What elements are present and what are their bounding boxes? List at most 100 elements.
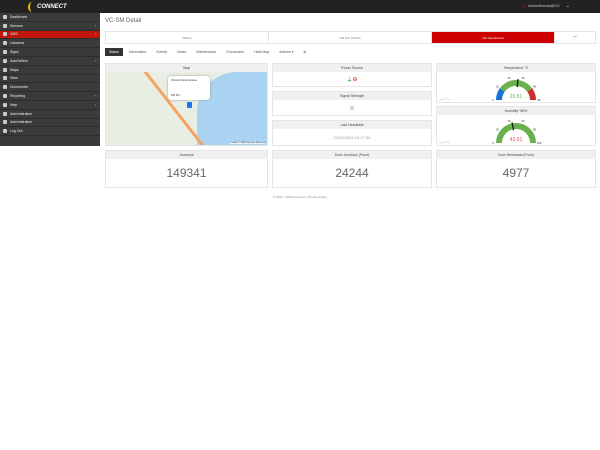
chevron-right-icon: › [94, 102, 96, 107]
door-reversals-value: 4977 [502, 166, 530, 180]
gauge-band [496, 123, 536, 144]
tab-bar: Status Information Events Notes Maintenance D… [105, 48, 310, 56]
map-popup: Victoria Wetherstrasse DM SLT [168, 76, 210, 100]
gauge-tick-label: 30 [522, 76, 526, 80]
sidebar-item-signs[interactable]: Signs [0, 48, 100, 57]
sidebar-item-documents[interactable]: Documents [0, 83, 100, 93]
sidebar-item-label: Administration [10, 111, 33, 116]
gauge-needle [511, 122, 515, 131]
sidebar-item-label: Maps [10, 67, 19, 72]
power-source-panel: Power Source ⏚ ⊖ [272, 63, 432, 87]
chevron-right-icon: › [94, 94, 96, 99]
door-reversals-panel: Door Reversals (Front) 4977 [436, 150, 596, 188]
tab-maintenance[interactable]: Maintenance [196, 50, 217, 54]
popup-title: Victoria Wetherstrasse [171, 79, 197, 82]
tab-status[interactable]: Status [105, 48, 123, 56]
menu-icon [3, 23, 7, 28]
sidebar-item-sites[interactable]: Sites [0, 75, 100, 84]
menu-icon [3, 94, 7, 99]
wifi-icon: ⌔ [572, 35, 578, 42]
sidebar-item-log-out[interactable]: Log Out [0, 127, 100, 137]
menu-icon [3, 50, 7, 55]
gauge-tick-label: 20 [496, 127, 500, 131]
sidebar-item-sensors[interactable]: Sensors › [0, 22, 100, 31]
menu-icon [3, 129, 7, 134]
menu-icon [3, 85, 7, 90]
sidebar-item-maps[interactable]: Maps [0, 66, 100, 75]
chevron-down-icon[interactable]: ⌄ [565, 3, 570, 9]
map[interactable]: Victoria Wetherstrasse DM SLT Leaflet | ©… [106, 72, 267, 145]
heartbeat-value: 20/02/2024 10:27:30 [333, 135, 371, 140]
tab-documents[interactable]: Documents [226, 50, 245, 54]
sidebar-item-label: Sensors [10, 23, 23, 28]
gauge-hot-band [527, 88, 536, 101]
device-name: Marlun [106, 32, 269, 43]
journeys-value: 149341 [166, 166, 207, 180]
sidebar-item-reporting[interactable]: Reporting › [0, 92, 100, 101]
sidebar-item-label: Cameras [10, 41, 25, 46]
tab-information[interactable]: Information [128, 50, 147, 54]
gauge-value: 26.51 [510, 94, 523, 100]
last-heartbeat-panel: Last Heartbeat 20/02/2024 10:27:30 [272, 120, 432, 146]
status-badge: Not Operational [432, 32, 555, 43]
sidebar-item-vms[interactable]: VMS › [0, 30, 100, 40]
menu-icon [3, 32, 7, 37]
humidity-panel: Humidity %RH 0 20 40 60 80 100 43.91 [436, 106, 596, 146]
gauge-normal-band [499, 80, 533, 92]
sidebar-item-administration[interactable]: Administration [0, 119, 100, 128]
gauge-tick-label: 100 [537, 141, 542, 145]
sparkline-icon[interactable] [438, 97, 451, 102]
gauge-tick-label: 0 [492, 98, 494, 102]
sidebar-item-label: Dashboard [10, 14, 28, 19]
panel-title: Door Reversals (Front) [437, 151, 595, 159]
sidebar-item-administration[interactable]: Administration [0, 110, 100, 119]
sidebar-item-label: Documents [10, 85, 28, 90]
sidebar-item-autosellers[interactable]: AutoSellers › [0, 57, 100, 66]
top-bar: CONNECT ▲ mroberthomas@VIC ⌄ [0, 0, 600, 13]
gauge-tick-label: 40 [507, 119, 511, 123]
sidebar-item-cameras[interactable]: Cameras [0, 39, 100, 49]
panel-title: Journeys [106, 151, 267, 159]
tab-external-link[interactable]: ⧉ [303, 50, 306, 54]
tab-events[interactable]: Events [156, 50, 168, 54]
chevron-right-icon: › [94, 23, 96, 28]
gauge-tick-label: 50 [537, 98, 541, 102]
popup-text: DM SLT [171, 94, 181, 97]
gauge-needle [516, 79, 519, 88]
humidity-gauge: 0 20 40 60 80 100 43.91 [438, 119, 542, 145]
door-journeys-panel: Door Journeys (Front) 24244 [272, 150, 432, 188]
map-attribution[interactable]: Leaflet | © SMS TopTools, Microsoft [230, 142, 265, 144]
menu-icon [3, 14, 7, 19]
user-menu[interactable]: ▲ mroberthomas@VIC [523, 4, 560, 8]
sidebar-item-help[interactable]: Help › [0, 101, 100, 110]
temperature-gauge: 0 10 20 30 40 50 26.51 [438, 76, 541, 102]
map-marker-icon[interactable] [187, 102, 192, 108]
panel-title: Last Heartbeat [273, 121, 431, 129]
sidebar-item-label: Log Out [10, 129, 23, 134]
sparkline-icon[interactable] [438, 140, 451, 145]
sidebar: Dashboard Sensors › VMS › Cameras Signs AutoSel… [0, 13, 100, 146]
door-journeys-value: 24244 [335, 166, 369, 180]
panel-title: Power Source [273, 64, 431, 72]
status-bar: Marlun VM Taxi (VKLS) Not Operational ⌔ [105, 31, 596, 44]
tab-heat-map[interactable]: Heat Map [254, 50, 270, 54]
gauge-tick-label: 60 [522, 119, 526, 123]
footer[interactable]: © 2024 - DMS Anywhere | Privacy Policy [272, 195, 328, 199]
panel-title: Signal Strength [273, 92, 431, 100]
sidebar-item-label: Reporting [10, 94, 26, 99]
sidebar-item-label: Help [10, 102, 18, 107]
gauge-tick-label: 0 [492, 141, 494, 145]
temperature-panel: Temperature °C 0 10 20 30 40 50 26.51 [436, 63, 596, 103]
tab-actions[interactable]: Actions ▾ [279, 50, 294, 54]
sidebar-item-label: VMS [10, 32, 18, 37]
menu-icon [3, 76, 7, 81]
user-name: mroberthomas@VIC [528, 4, 560, 8]
journeys-panel: Journeys 149341 [105, 150, 268, 188]
sidebar-item-label: Signs [10, 50, 19, 55]
warning-icon: ▲ [522, 4, 527, 8]
menu-icon [3, 102, 7, 107]
tab-notes[interactable]: Notes [177, 50, 187, 54]
sidebar-item-dashboard[interactable]: Dashboard [0, 13, 100, 22]
gauge-value: 43.91 [510, 137, 523, 143]
logo[interactable]: CONNECT [28, 2, 72, 12]
